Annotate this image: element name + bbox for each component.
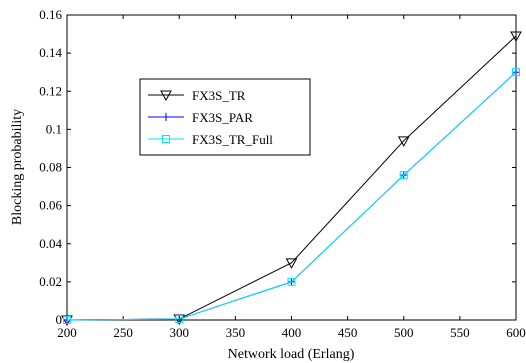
legend-item: FX3S_TR	[148, 88, 246, 103]
legend-item: FX3S_PAR	[148, 110, 253, 125]
plus-marker	[162, 113, 170, 121]
y-tick-label: 0	[56, 312, 63, 327]
triangle-marker	[285, 258, 298, 269]
triangle-marker	[510, 31, 522, 42]
x-tick-label: 600	[506, 325, 526, 340]
x-tick-label: 550	[450, 325, 470, 340]
square-marker	[175, 315, 184, 324]
series-layer	[61, 31, 522, 327]
y-tick-label: 0.06	[39, 198, 62, 213]
series-FX3S_TR_Full	[63, 68, 520, 324]
y-axis-label: Blocking probability	[10, 109, 25, 225]
legend: FX3S_TR FX3S_PAR FX3S_TR_Full	[139, 78, 311, 156]
square-marker	[162, 135, 170, 143]
x-tick-label: 450	[338, 325, 358, 340]
x-axis-label: Network load (Erlang)	[228, 347, 355, 362]
legend-item: FX3S_TR_Full	[148, 132, 273, 147]
square-marker	[512, 68, 520, 77]
y-tick-label: 0.02	[39, 274, 62, 289]
legend-label: FX3S_PAR	[192, 110, 253, 125]
square-marker	[399, 171, 408, 180]
x-tick-label: 500	[394, 325, 414, 340]
y-tick-label: 0.14	[39, 45, 62, 60]
triangle-marker	[397, 136, 410, 147]
y-tick-label: 0.04	[39, 236, 62, 251]
x-tick-label: 400	[282, 325, 302, 340]
legend-label: FX3S_TR	[192, 88, 246, 103]
y-tick-label: 0.16	[39, 7, 62, 22]
legend-label: FX3S_TR_Full	[192, 132, 273, 147]
plot-area	[66, 14, 517, 321]
x-tick-label: 200	[57, 325, 77, 340]
axis-ticks: 200 250 300 350 400 450 500 550 600 0 0.02 0.04 0.06…	[39, 7, 526, 340]
x-tick-label: 350	[226, 325, 246, 340]
y-tick-label: 0.12	[39, 83, 62, 98]
square-marker	[287, 277, 296, 286]
x-tick-label: 300	[170, 325, 190, 340]
square-marker	[63, 316, 71, 324]
y-tick-label: 0.1	[46, 121, 62, 136]
y-tick-label: 0.08	[39, 160, 62, 175]
triangle-marker	[160, 90, 172, 102]
x-tick-label: 250	[113, 325, 133, 340]
series-line	[66, 71, 517, 321]
